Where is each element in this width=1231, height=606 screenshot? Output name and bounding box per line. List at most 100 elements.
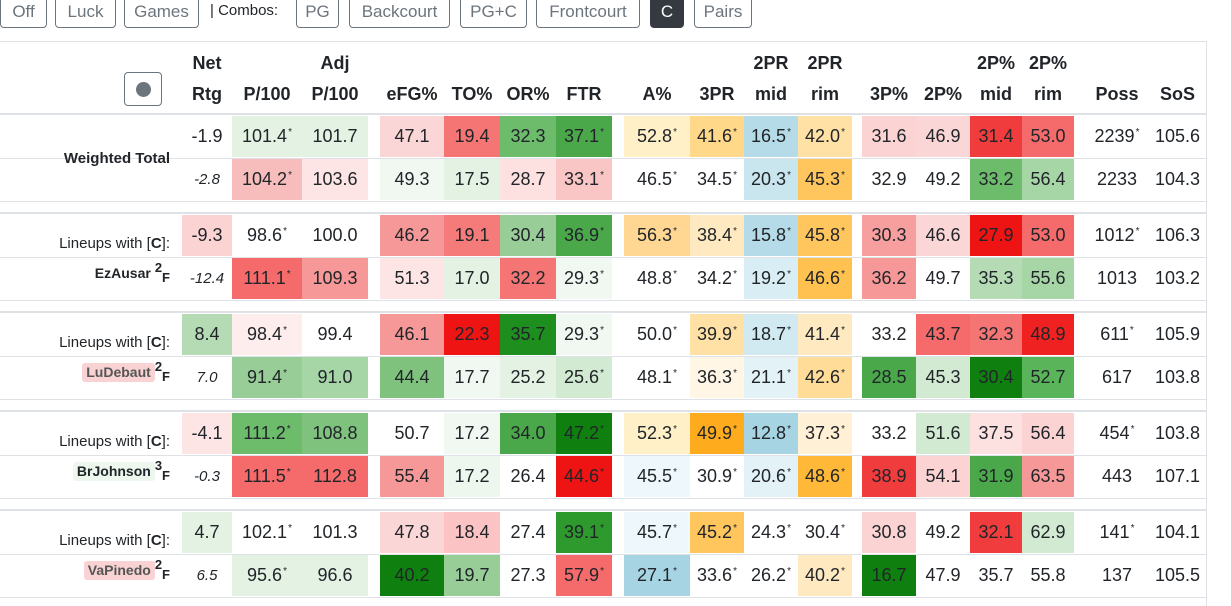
stat-cell-3p-: 33.2 — [862, 314, 916, 355]
stat-cell-efg-: 50.7 — [380, 413, 444, 454]
stat-cell-3pr: 39.9 * — [690, 314, 744, 355]
stat-cell-sos: 106.3 — [1149, 215, 1206, 256]
header-2p-mid-line2: mid — [979, 84, 1012, 104]
header-net-rtg-line1: Net — [192, 53, 222, 73]
player-name[interactable]: BrJohnson — [72, 462, 155, 481]
stat-cell-mid: 32.3 — [970, 314, 1022, 355]
toggle-off-button[interactable]: Off — [0, 0, 47, 28]
group-label: Lineups with [C]: VaPinedo 2F — [0, 529, 170, 587]
stat-value: 2239 — [1094, 126, 1135, 146]
stat-cell-2p-: 43.7 — [916, 314, 970, 355]
header-adj-p-100-line1: Adj — [320, 53, 350, 73]
toggle-c-button[interactable]: C — [650, 0, 684, 28]
stat-cell-sos: 103.8 — [1149, 413, 1206, 454]
stat-cell-rim: 42.0 * — [798, 116, 852, 157]
header-2pr-mid-line1: 2PR — [753, 53, 789, 73]
stat-cell-a-: 46.5 * — [637, 169, 677, 189]
stat-value: 99.4 — [317, 324, 353, 344]
player-name[interactable]: VaPinedo — [83, 561, 155, 580]
stat-value: -0.3 — [194, 468, 220, 485]
stat-cell-to-: 22.3 — [444, 314, 500, 355]
stat-value: 56.4 — [1030, 423, 1066, 443]
row-divider — [0, 554, 1206, 555]
stat-value: -1.9 — [191, 126, 223, 146]
stat-cell-or-: 32.3 — [500, 116, 556, 157]
stat-cell-p-100: 112.8 — [302, 456, 368, 497]
group-title: Lineups with [C]: — [59, 334, 170, 351]
stat-value: 18.7 — [751, 324, 787, 344]
stat-value: 45.3 — [805, 169, 841, 189]
stat-cell-mid: 35.7 — [970, 555, 1022, 596]
stat-cell-or-: 28.7 — [500, 159, 556, 200]
toggle-backcourt-button[interactable]: Backcourt — [349, 0, 450, 28]
toggle-luck-button[interactable]: Luck — [55, 0, 116, 28]
toggle-pairs-button[interactable]: Pairs — [694, 0, 752, 28]
stat-value: 103.8 — [1154, 423, 1201, 443]
stat-cell-or-: 32.2 — [500, 258, 556, 299]
player-name[interactable]: LuDebaut — [82, 363, 155, 382]
stat-value: 1013 — [1096, 268, 1138, 288]
stat-value: -4.1 — [191, 423, 223, 443]
stat-cell-mid: 32.1 — [970, 512, 1022, 553]
stat-cell-3pr: 33.6 * — [697, 565, 737, 585]
stat-value: 43.7 — [925, 324, 961, 344]
stat-value: 1012 — [1094, 225, 1135, 245]
stat-value: 35.3 — [978, 268, 1014, 288]
stat-cell-poss: 2239 * — [1094, 126, 1140, 146]
header-p-100-line2: P/100 — [243, 84, 291, 104]
options-button[interactable] — [124, 72, 162, 106]
stat-cell-a-: 45.7 * — [624, 512, 690, 553]
stat-cell-a-: 27.1 * — [624, 555, 690, 596]
toggle-games-button[interactable]: Games — [124, 0, 199, 28]
stat-cell-rtg: -1.9 — [182, 116, 232, 157]
stat-cell-rtg: -0.3 — [182, 456, 232, 497]
stat-cell-3p-: 28.5 — [862, 357, 916, 398]
toggle-pg-button[interactable]: PG — [296, 0, 339, 28]
stat-value: 53.0 — [1030, 225, 1066, 245]
stat-cell-sos: 103.2 — [1149, 258, 1206, 299]
row-divider — [0, 158, 1206, 159]
stat-value: 48.9 — [1030, 324, 1066, 344]
stat-value: 32.3 — [510, 126, 546, 146]
stat-cell-ftr: 44.6 * — [556, 456, 612, 497]
stat-value: 32.2 — [510, 268, 546, 288]
stat-value: 49.9 — [697, 423, 733, 443]
stat-cell-mid: 18.7 * — [744, 314, 798, 355]
header-2p-rim-line1: 2P% — [1028, 53, 1068, 73]
stat-value: 27.1 — [637, 565, 673, 585]
stat-value: 45.7 — [637, 522, 673, 542]
stat-value: 19.4 — [454, 126, 490, 146]
stat-value: 36.9 — [564, 225, 600, 245]
stat-value: 31.4 — [978, 126, 1014, 146]
stat-cell-or-: 27.3 — [500, 555, 556, 596]
stat-value: 107.1 — [1154, 466, 1201, 486]
header-2pr-mid-line2: mid — [754, 84, 787, 104]
stat-value: 20.3 — [751, 169, 787, 189]
stat-value: 56.3 — [637, 225, 673, 245]
stat-cell-efg-: 47.1 — [380, 116, 444, 157]
stat-value: 100.0 — [312, 225, 358, 245]
stat-cell-rtg: 4.7 — [182, 512, 232, 553]
player-pos-number: 3 — [154, 458, 163, 473]
stat-cell-mid: 24.3 * — [751, 522, 791, 542]
stat-value: 49.3 — [394, 169, 430, 189]
stat-cell-mid: 16.5 * — [744, 116, 798, 157]
player-name[interactable]: EzAusar — [94, 265, 151, 281]
row-divider — [0, 455, 1206, 456]
group-separator — [0, 212, 1206, 214]
stat-cell-to-: 19.7 — [444, 555, 500, 596]
stat-cell-sos: 107.1 — [1149, 456, 1206, 497]
stat-cell-rtg: -12.4 — [182, 258, 232, 299]
stat-cell-mid: 19.2 * — [744, 258, 798, 299]
stat-value: 19.1 — [454, 225, 490, 245]
stat-cell-ftr: 33.1 * — [556, 159, 612, 200]
toggle-pg-c-button[interactable]: PG+C — [460, 0, 527, 28]
stat-value: 32.9 — [871, 169, 907, 189]
stat-value: 30.3 — [871, 225, 907, 245]
header-to-line2: TO% — [451, 84, 493, 104]
stat-value: 20.6 — [751, 466, 787, 486]
stat-value: 46.9 — [925, 126, 961, 146]
stat-value: 53.0 — [1030, 126, 1066, 146]
toggle-frontcourt-button[interactable]: Frontcourt — [536, 0, 640, 28]
stat-cell-rim: 52.7 — [1022, 357, 1074, 398]
